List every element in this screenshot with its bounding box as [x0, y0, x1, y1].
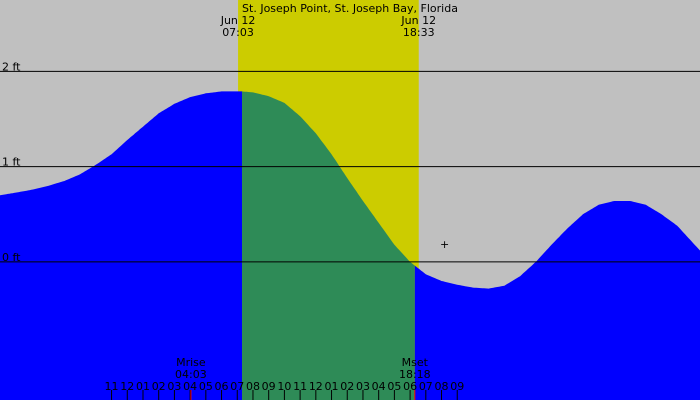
- x-tick-label: 07: [419, 380, 433, 393]
- sunset-date-label: Jun 12: [400, 14, 436, 27]
- x-tick-label: 02: [340, 380, 354, 393]
- sunset-time-label: 18:33: [403, 26, 435, 39]
- x-tick-label: 03: [356, 380, 370, 393]
- x-tick-label: 12: [309, 380, 323, 393]
- x-tick-label: 09: [450, 380, 464, 393]
- x-ticks: 11 12 01 02 03 04 05 06 07 08 09 10 11 12 01 02 03 04 05 06…: [105, 380, 464, 400]
- x-tick-label: 04: [183, 380, 197, 393]
- x-tick-label: 12: [120, 380, 134, 393]
- moonrise-label: Mrise: [176, 356, 206, 369]
- y-tick-label: 0 ft: [2, 251, 21, 264]
- x-tick-label: 06: [403, 380, 417, 393]
- chart-title: St. Joseph Point, St. Joseph Bay, Florid…: [242, 2, 458, 15]
- y-gridlines: [0, 70, 700, 263]
- x-tick-label: 01: [325, 380, 339, 393]
- x-tick-label: 05: [387, 380, 401, 393]
- y-tick-label: 2 ft: [2, 60, 21, 73]
- tide-area-future: [242, 91, 415, 400]
- x-tick-label: 11: [105, 380, 119, 393]
- x-tick-label: 02: [152, 380, 166, 393]
- moonset-time: 18:18: [399, 368, 431, 381]
- x-tick-label: 01: [136, 380, 150, 393]
- x-tick-label: 05: [199, 380, 213, 393]
- sunrise-date-label: Jun 12: [220, 14, 256, 27]
- moonset-label: Mset: [402, 356, 429, 369]
- x-tick-label: 08: [435, 380, 449, 393]
- y-tick-labels: 0 ft 1 ft 2 ft: [2, 60, 21, 263]
- x-tick-label: 04: [372, 380, 386, 393]
- x-tick-label: 10: [277, 380, 291, 393]
- tide-area-later: [414, 201, 700, 400]
- marker-plus: +: [440, 238, 449, 251]
- y-tick-label: 1 ft: [2, 156, 21, 169]
- x-tick-label: 03: [167, 380, 181, 393]
- current-marker: +: [440, 238, 449, 251]
- x-tick-label: 07: [230, 380, 244, 393]
- moonrise-time: 04:03: [175, 368, 207, 381]
- sunrise-time-label: 07:03: [222, 26, 254, 39]
- x-tick-label: 06: [215, 380, 229, 393]
- x-tick-label: 08: [246, 380, 260, 393]
- x-tick-label: 09: [262, 380, 276, 393]
- x-tick-label: 11: [293, 380, 307, 393]
- tide-area-past: [0, 91, 242, 400]
